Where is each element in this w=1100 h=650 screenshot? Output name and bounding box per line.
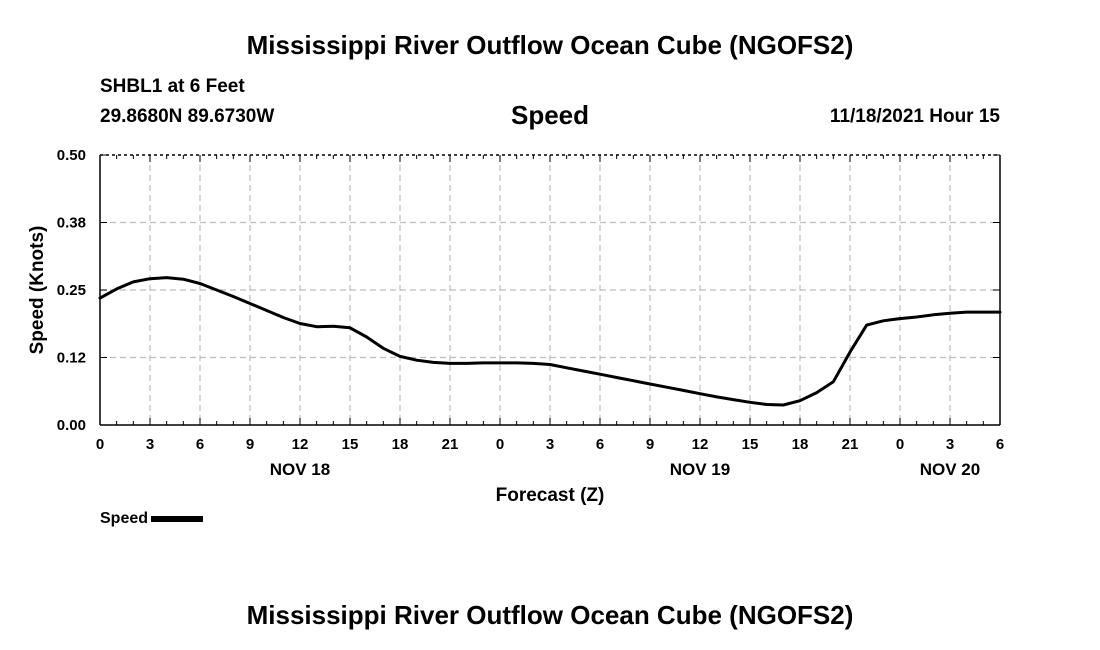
chart-title: Mississippi River Outflow Ocean Cube (NG… (246, 30, 854, 60)
speed-series-line (98, 276, 1002, 407)
x-tick-label: 0 (496, 436, 504, 453)
y-axis-title: Speed (Knots) (27, 226, 48, 355)
x-axis-title: Forecast (Z) (496, 485, 605, 506)
x-tick-label: 12 (292, 436, 309, 453)
x-tick-label: 6 (196, 436, 204, 453)
date-label: NOV 20 (920, 460, 980, 479)
legend-swatch (151, 515, 204, 522)
legend: Speed (100, 510, 204, 528)
x-tick-label: 12 (692, 436, 709, 453)
forecast-datetime: 11/18/2021 Hour 15 (829, 106, 1000, 127)
x-tick-label: 0 (896, 436, 904, 453)
x-tick-label: 3 (146, 436, 154, 453)
y-tick-label: 0.00 (57, 417, 86, 434)
x-tick-label: 15 (342, 436, 359, 453)
footer-title: Mississippi River Outflow Ocean Cube (NG… (246, 600, 854, 630)
y-tick-label: 0.25 (57, 282, 86, 299)
variable-title: Speed (510, 100, 590, 130)
date-label: NOV 18 (270, 460, 330, 479)
x-tick-label: 3 (946, 436, 954, 453)
x-tick-label: 3 (546, 436, 554, 453)
ticks (99, 154, 1001, 426)
axis-labels: 0 3 6 9 12 15 18 21 0 3 6 9 12 15 18 21 0 3 6 0.00 0.12 0.25 0… (27, 147, 1004, 506)
station-label: SHBL1 at 6 Feet (100, 76, 245, 97)
x-tick-label: 6 (996, 436, 1004, 453)
x-tick-label: 18 (392, 436, 409, 453)
y-tick-label: 0.12 (57, 350, 86, 367)
legend-label: Speed (100, 510, 149, 527)
x-tick-label: 15 (742, 436, 759, 453)
series-layer (98, 276, 1002, 407)
y-tick-label: 0.38 (57, 215, 86, 232)
station-coordinates: 29.8680N 89.6730W (100, 106, 275, 127)
x-tick-label: 9 (246, 436, 254, 453)
x-tick-label: 6 (596, 436, 604, 453)
x-tick-label: 18 (792, 436, 809, 453)
x-tick-label: 9 (646, 436, 654, 453)
date-label: NOV 19 (670, 460, 730, 479)
x-tick-label: 0 (96, 436, 104, 453)
y-tick-label: 0.50 (57, 147, 86, 164)
x-tick-label: 21 (842, 436, 859, 453)
grid (100, 155, 1000, 425)
x-tick-label: 21 (442, 436, 459, 453)
